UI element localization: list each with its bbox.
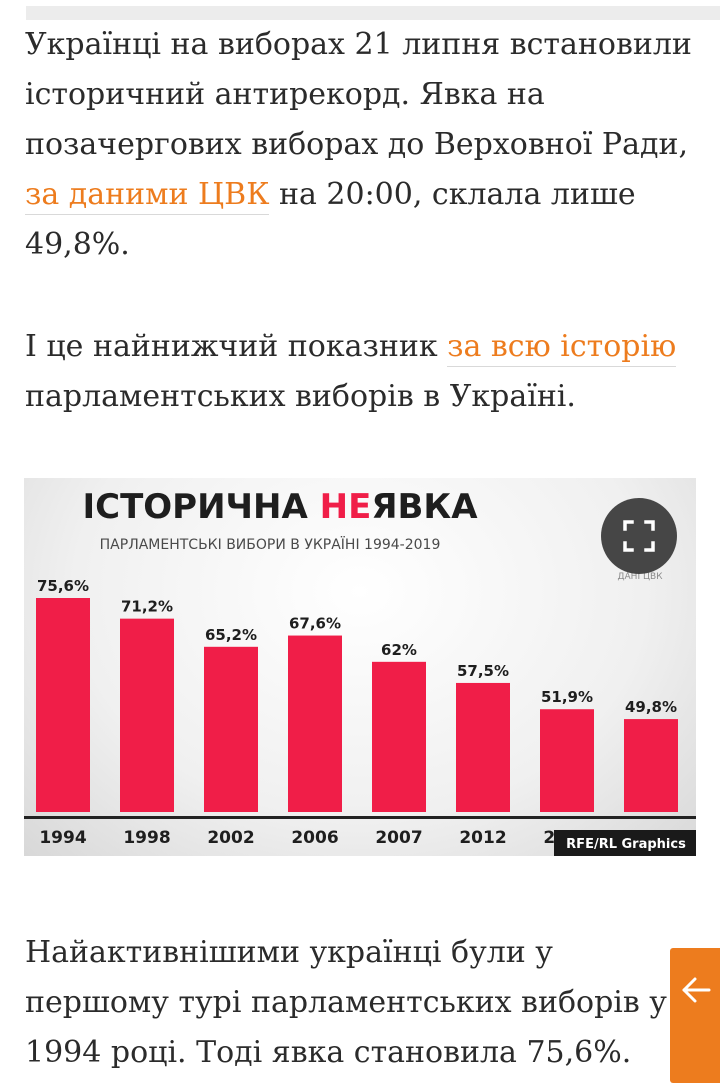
paragraph-1-text-after: на 20:00, склала лише 49,8%.	[25, 177, 636, 262]
data-label-2014: 51,9%	[541, 688, 593, 706]
paragraph-2-text-after: парламентських виборів в Україні.	[25, 379, 576, 414]
data-label-2012: 57,5%	[457, 662, 509, 680]
chart-credit-box	[554, 830, 696, 856]
data-label-1998: 71,2%	[121, 598, 173, 616]
data-label-2006: 67,6%	[289, 615, 341, 633]
paragraph-2-text-before: І це найнижчий показник	[25, 329, 448, 364]
bar-2014	[540, 709, 594, 812]
tick-label-2012: 2012	[459, 828, 506, 848]
top-divider	[0, 0, 720, 22]
bar-2006	[288, 635, 342, 812]
bar-1998	[120, 618, 174, 812]
paragraph-2: І це найнижчий показник за всю історію п…	[25, 322, 705, 422]
tick-label-2007: 2007	[375, 828, 422, 848]
bar-1994	[36, 598, 90, 812]
chart-title-part-1: ІСТОРИЧНА	[82, 487, 319, 527]
bar-2019	[624, 719, 678, 812]
arrow-left-icon	[682, 977, 711, 1003]
tick-label-2002: 2002	[207, 828, 254, 848]
chart-title-accent: НЕ	[320, 487, 372, 527]
chart-title: ІСТОРИЧНА НЕЯВКА	[82, 487, 478, 527]
chart-subtitle: ПАРЛАМЕНТСЬКІ ВИБОРИ В УКРАЇНІ 1994-2019	[100, 535, 441, 553]
paragraph-1: Українці на виборах 21 липня встановили …	[25, 20, 705, 270]
tick-label-1998: 1998	[123, 828, 170, 848]
data-label-2007: 62%	[381, 641, 417, 659]
bar-2007	[372, 661, 426, 812]
history-link[interactable]: за всю історію	[447, 329, 677, 367]
data-label-2019: 49,8%	[625, 698, 677, 716]
tick-label-2006: 2006	[291, 828, 338, 848]
turnout-chart-image[interactable]: ІСТОРИЧНА НЕЯВКА ПАРЛАМЕНТСЬКІ ВИБОРИ В …	[24, 478, 696, 856]
back-button[interactable]	[670, 948, 720, 1083]
chart-axis-line	[24, 816, 696, 819]
expand-image-button[interactable]	[601, 498, 677, 574]
data-label-2002: 65,2%	[205, 626, 257, 644]
turnout-chart: ІСТОРИЧНА НЕЯВКА ПАРЛАМЕНТСЬКІ ВИБОРИ В …	[24, 487, 696, 856]
bar-2002	[204, 646, 258, 812]
paragraph-3: Найактивнішими українці були у першому т…	[25, 935, 667, 1070]
data-label-1994: 75,6%	[37, 577, 89, 595]
chart-source-note: ДАНІ ЦВК	[617, 572, 663, 582]
tick-label-1994: 1994	[39, 828, 86, 848]
bar-2012	[456, 682, 510, 812]
expand-icon	[623, 520, 655, 552]
cvk-data-link[interactable]: за даними ЦВК	[25, 177, 270, 215]
paragraph-1-text-before: Українці на виборах 21 липня встановили …	[25, 27, 692, 162]
chart-title-part-3: ЯВКА	[371, 487, 478, 527]
chart-credit: RFE/RL Graphics	[566, 837, 686, 852]
